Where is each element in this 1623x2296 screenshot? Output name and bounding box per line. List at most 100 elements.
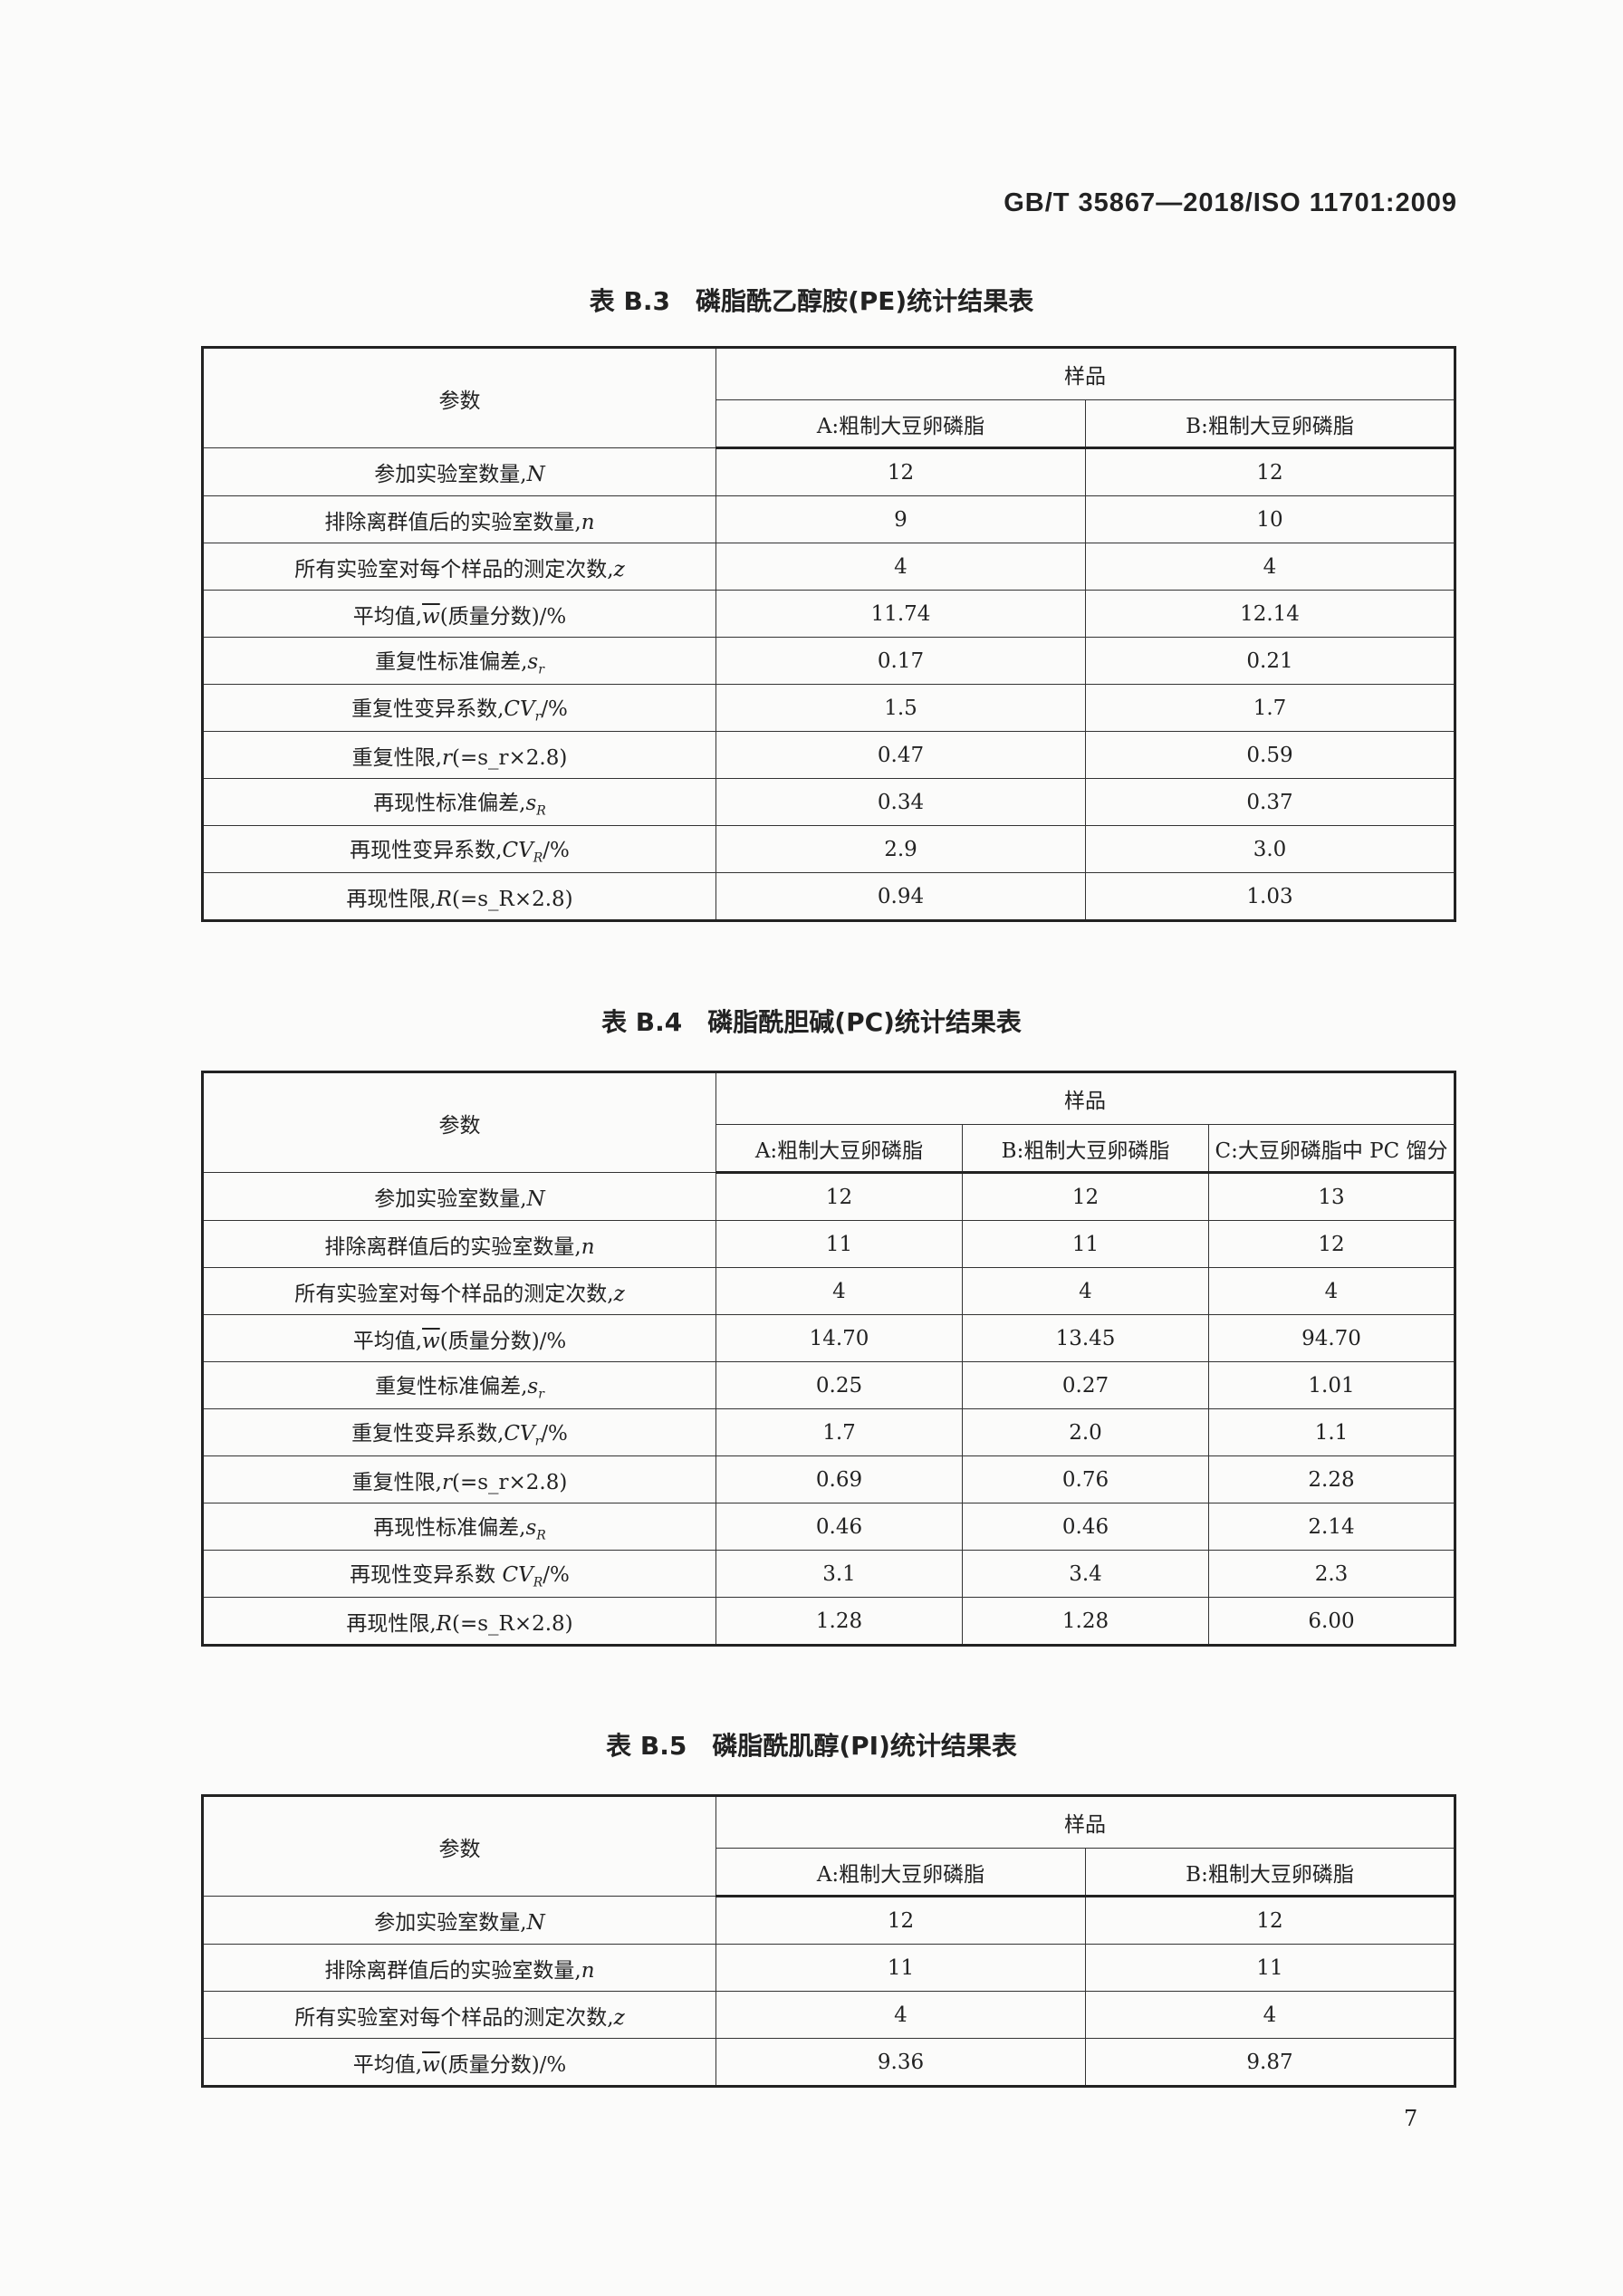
column-header-row: A:粗制大豆卵磷脂 B:粗制大豆卵磷脂 [203, 399, 1455, 449]
param-symbol: w [422, 2052, 440, 2077]
param-cell: 排除离群值后的实验室数量,n [202, 1944, 716, 1992]
value-cell: 14.70 [715, 1314, 963, 1362]
param-symbol: r [441, 1470, 452, 1494]
param-symbol: w [422, 1329, 440, 1353]
value-cell: 4 [1085, 1991, 1455, 2039]
param-label: 重复性限, [351, 1470, 442, 1494]
value-cell: 0.21 [1085, 637, 1455, 685]
value-cell: 11 [715, 1220, 963, 1268]
param-cell: 重复性标准偏差,sr [202, 637, 716, 685]
table-b3-title: 表 B.3 磷脂酰乙醇胺(PE)统计结果表 [589, 286, 1034, 316]
table-row: 所有实验室对每个样品的测定次数,z 4 4 4 [202, 1267, 1455, 1315]
param-suffix: /% [543, 1563, 570, 1588]
value-cell: 12 [1208, 1220, 1455, 1268]
param-label: 重复性标准偏差, [375, 650, 528, 675]
table-row: 再现性标准偏差,sR 0.46 0.46 2.14 [202, 1503, 1455, 1551]
param-symbol: s [527, 650, 539, 675]
param-label: 再现性限, [346, 1611, 437, 1636]
value-cell: 4 [1085, 543, 1455, 591]
param-label: 所有实验室对每个样品的测定次数, [294, 2005, 614, 2030]
param-symbol: s [525, 1516, 537, 1541]
table-row: 平均值,w(质量分数)/% 9.36 9.87 [202, 2038, 1455, 2087]
param-cell: 重复性限,r(=s_r×2.8) [202, 1455, 716, 1503]
value-cell: 1.28 [715, 1597, 963, 1646]
value-cell: 4 [962, 1267, 1209, 1315]
value-cell: 3.4 [962, 1550, 1209, 1598]
value-cell: 1.7 [715, 1408, 963, 1456]
table-row: 重复性标准偏差,sr 0.17 0.21 [202, 637, 1455, 685]
param-label: 再现性变异系数 [350, 1563, 503, 1588]
value-cell: 0.76 [962, 1455, 1209, 1503]
header-row: 参数 样品 [202, 1795, 1455, 1897]
value-cell: 2.9 [715, 825, 1086, 873]
header-row: 参数 样品 [202, 1071, 1455, 1173]
param-subscript: r [534, 1434, 542, 1449]
value-cell: 9.87 [1085, 2038, 1455, 2087]
param-cell: 重复性限,r(=s_r×2.8) [202, 731, 716, 779]
value-cell: 12.14 [1085, 590, 1455, 638]
param-label: 所有实验室对每个样品的测定次数, [294, 1282, 614, 1306]
value-cell: 9.36 [715, 2038, 1086, 2087]
column-header: A:粗制大豆卵磷脂 [715, 399, 1086, 449]
param-suffix: (=s_r×2.8) [451, 745, 568, 770]
param-symbol: n [581, 1234, 595, 1259]
table-row: 再现性限,R(=s_R×2.8) 1.28 1.28 6.00 [202, 1597, 1455, 1646]
table-row: 排除离群值后的实验室数量,n 11 11 [202, 1944, 1455, 1992]
value-cell: 1.01 [1208, 1361, 1455, 1409]
table-b5: 参数 样品 A:粗制大豆卵磷脂 B:粗制大豆卵磷脂 参加实验室数量,N 12 12 排除离群值… [201, 1794, 1456, 2088]
column-header: B:粗制大豆卵磷脂 [1085, 1848, 1455, 1897]
value-cell: 6.00 [1208, 1597, 1455, 1646]
param-suffix: /% [541, 697, 568, 722]
value-cell: 1.03 [1085, 872, 1455, 921]
param-symbol: CV [504, 697, 535, 722]
param-label: 再现性标准偏差, [373, 1516, 526, 1541]
table-row: 重复性限,r(=s_r×2.8) 0.47 0.59 [202, 731, 1455, 779]
value-cell: 1.5 [715, 684, 1086, 732]
value-cell: 94.70 [1208, 1314, 1455, 1362]
param-label: 平均值, [352, 2052, 423, 2077]
param-cell: 再现性限,R(=s_R×2.8) [202, 872, 716, 921]
value-cell: 0.27 [962, 1361, 1209, 1409]
param-label: 所有实验室对每个样品的测定次数, [294, 557, 614, 581]
param-suffix: /% [543, 839, 570, 863]
param-cell: 参加实验室数量,N [202, 447, 716, 496]
standard-number: GB/T 35867—2018/ISO 11701:2009 [1004, 188, 1457, 217]
param-label: 重复性变异系数, [351, 1422, 504, 1446]
column-header-row: A:粗制大豆卵磷脂 B:粗制大豆卵磷脂 C:大豆卵磷脂中 PC 馏分 [203, 1124, 1455, 1174]
table-row: 参加实验室数量,N 12 12 13 [202, 1172, 1455, 1221]
param-symbol: r [441, 745, 452, 770]
param-cell: 再现性变异系数 CVR/% [202, 1550, 716, 1598]
param-header: 参数 [202, 1795, 716, 1897]
param-label: 平均值, [352, 1329, 423, 1353]
param-cell: 平均值,w(质量分数)/% [202, 2038, 716, 2087]
table-row: 重复性标准偏差,sr 0.25 0.27 1.01 [202, 1361, 1455, 1409]
param-symbol: z [613, 557, 625, 581]
column-header: A:粗制大豆卵磷脂 [715, 1848, 1086, 1897]
param-suffix: (质量分数)/% [439, 2052, 567, 2077]
table-row: 参加实验室数量,N 12 12 [202, 1896, 1455, 1945]
table-b3: 参数 样品 A:粗制大豆卵磷脂 B:粗制大豆卵磷脂 参加实验室数量,N 12 12 排除离群值… [201, 346, 1456, 922]
param-suffix: (=s_R×2.8) [451, 887, 573, 911]
param-cell: 所有实验室对每个样品的测定次数,z [202, 1267, 716, 1315]
value-cell: 0.37 [1085, 778, 1455, 826]
param-symbol: z [613, 2005, 625, 2030]
param-symbol: s [525, 792, 537, 816]
value-cell: 11.74 [715, 590, 1086, 638]
value-cell: 1.1 [1208, 1408, 1455, 1456]
param-subscript: R [533, 850, 543, 866]
column-header: B:粗制大豆卵磷脂 [962, 1124, 1209, 1174]
param-cell: 平均值,w(质量分数)/% [202, 1314, 716, 1362]
param-cell: 重复性变异系数,CVr/% [202, 1408, 716, 1456]
param-symbol: n [581, 1958, 595, 1983]
param-cell: 排除离群值后的实验室数量,n [202, 495, 716, 543]
param-symbol: z [613, 1282, 625, 1306]
value-cell: 12 [1085, 1896, 1455, 1945]
value-cell: 3.0 [1085, 825, 1455, 873]
param-header: 参数 [202, 1071, 716, 1173]
value-cell: 11 [1085, 1944, 1455, 1992]
value-cell: 0.25 [715, 1361, 963, 1409]
param-symbol: CV [504, 1422, 535, 1446]
table-row: 排除离群值后的实验室数量,n 9 10 [202, 495, 1455, 543]
table-row: 再现性限,R(=s_R×2.8) 0.94 1.03 [202, 872, 1455, 921]
value-cell: 2.14 [1208, 1503, 1455, 1551]
